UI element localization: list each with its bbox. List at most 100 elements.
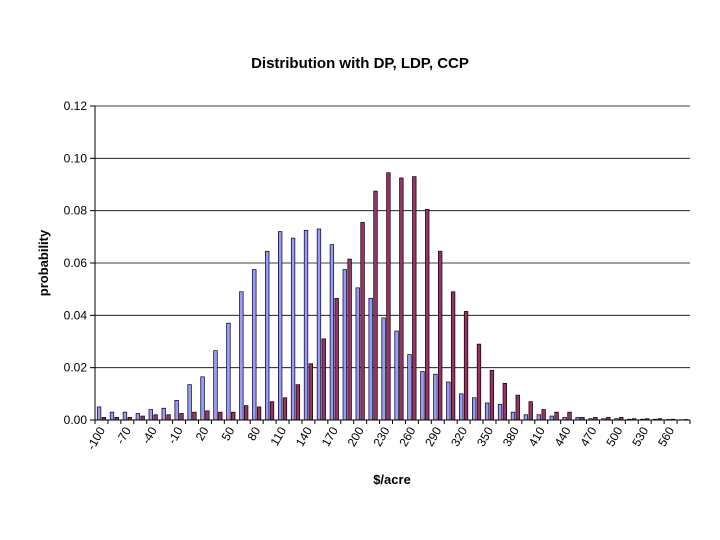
bar-s2--40 bbox=[153, 414, 158, 421]
bar-s1-80 bbox=[252, 269, 257, 421]
x-tick-label-140: 140 bbox=[293, 424, 315, 449]
x-tick-label-170: 170 bbox=[319, 424, 341, 449]
x-tick-label-260: 260 bbox=[396, 424, 418, 449]
x-tick-label--10: -10 bbox=[165, 424, 186, 446]
gridlines bbox=[90, 105, 690, 421]
bar-s1-410 bbox=[536, 414, 541, 421]
bars bbox=[96, 172, 689, 421]
x-tick-label-230: 230 bbox=[370, 424, 392, 449]
bar-s1--25 bbox=[161, 407, 166, 421]
bar-s2-95 bbox=[269, 401, 275, 421]
y-tick-label-0: 0.00 bbox=[64, 413, 88, 427]
x-tick-label-320: 320 bbox=[448, 424, 470, 449]
bar-s1-425 bbox=[549, 415, 554, 421]
bar-s1-5 bbox=[187, 384, 192, 421]
x-tick-label-20: 20 bbox=[193, 424, 212, 443]
bar-s2--55 bbox=[140, 415, 145, 421]
x-tick-label-380: 380 bbox=[500, 424, 522, 449]
bar-s1-290 bbox=[433, 373, 438, 421]
bar-s2-155 bbox=[321, 338, 326, 421]
bar-s1-110 bbox=[278, 231, 283, 421]
bar-s2-350 bbox=[489, 369, 495, 421]
bar-s1-335 bbox=[472, 397, 477, 421]
bar-s1-140 bbox=[303, 229, 309, 421]
bar-s1-275 bbox=[420, 371, 425, 421]
x-tick-label-200: 200 bbox=[345, 424, 367, 449]
bar-s2-245 bbox=[399, 177, 404, 421]
x-tick-labels: -100 -70 -40 -10 20 50 80 110 140 170 200 230 260 290… bbox=[84, 424, 677, 452]
bar-s2-410 bbox=[541, 409, 546, 421]
x-tick-label-500: 500 bbox=[603, 424, 625, 449]
bar-s1-395 bbox=[523, 414, 529, 421]
bar-s2-80 bbox=[256, 406, 262, 421]
x-tick-label--100: -100 bbox=[84, 424, 108, 452]
bar-s2-5 bbox=[192, 411, 197, 421]
bar-s1-200 bbox=[355, 287, 360, 421]
bar-s1--70 bbox=[122, 411, 128, 421]
bar-s2-365 bbox=[502, 383, 507, 421]
bar-s2-320 bbox=[463, 311, 469, 421]
y-tick-label-2: 0.04 bbox=[64, 308, 88, 322]
bar-s2-50 bbox=[231, 411, 236, 421]
bar-s2-215 bbox=[373, 190, 378, 421]
x-tick-label-530: 530 bbox=[629, 424, 651, 449]
bar-s2-440 bbox=[567, 411, 572, 421]
y-tick-label-4: 0.08 bbox=[64, 204, 88, 218]
bar-s1-35 bbox=[213, 350, 218, 421]
bar-s1-185 bbox=[342, 269, 347, 421]
bar-s2-230 bbox=[386, 172, 391, 421]
bar-s2-110 bbox=[282, 397, 288, 421]
bar-s1-350 bbox=[484, 402, 490, 421]
x-tick-label-110: 110 bbox=[267, 424, 289, 448]
x-tick-label-50: 50 bbox=[219, 424, 238, 443]
axes bbox=[94, 106, 691, 424]
bar-s1--100 bbox=[96, 406, 102, 421]
bar-s2-170 bbox=[334, 297, 339, 421]
bar-s2-140 bbox=[308, 363, 313, 421]
bar-s2-260 bbox=[412, 176, 417, 421]
bar-s1-320 bbox=[459, 393, 464, 421]
bar-s1-305 bbox=[446, 381, 451, 421]
y-tick-label-1: 0.02 bbox=[64, 361, 88, 375]
bar-s2-425 bbox=[554, 411, 559, 421]
y-axis-label: probability bbox=[36, 229, 51, 296]
x-tick-label--70: -70 bbox=[113, 424, 134, 446]
bar-s2-125 bbox=[295, 384, 301, 421]
x-axis-label: $/acre bbox=[373, 472, 411, 487]
bar-s1-365 bbox=[497, 403, 503, 421]
bar-s1--10 bbox=[174, 400, 179, 421]
y-tick-label-6: 0.12 bbox=[64, 99, 88, 113]
bar-s1-380 bbox=[510, 411, 516, 421]
bar-s1--40 bbox=[148, 409, 153, 421]
x-tick-label-560: 560 bbox=[655, 424, 677, 449]
bar-s2-290 bbox=[438, 250, 443, 421]
bar-s1-155 bbox=[316, 228, 322, 421]
bar-s2-380 bbox=[515, 394, 520, 421]
bar-s2-305 bbox=[450, 291, 456, 421]
bar-s1-260 bbox=[407, 354, 412, 421]
x-tick-label-290: 290 bbox=[422, 424, 444, 449]
bar-s2-335 bbox=[476, 343, 482, 421]
bar-s2-35 bbox=[218, 411, 223, 421]
x-tick-label-440: 440 bbox=[552, 424, 574, 449]
bar-s2-200 bbox=[360, 222, 365, 421]
bar-s1-20 bbox=[200, 376, 205, 421]
chart-title: Distribution with DP, LDP, CCP bbox=[251, 55, 469, 72]
x-tick-label-350: 350 bbox=[474, 424, 496, 449]
bar-s1-65 bbox=[239, 291, 244, 421]
bar-s2-395 bbox=[528, 401, 533, 421]
bar-s2--10 bbox=[179, 413, 184, 421]
bar-s1-230 bbox=[381, 317, 386, 421]
bar-s2-275 bbox=[425, 209, 430, 421]
bar-s2-185 bbox=[347, 258, 352, 421]
bar-s1--55 bbox=[135, 413, 141, 421]
bar-s2-20 bbox=[205, 410, 210, 421]
bar-s1-95 bbox=[265, 250, 270, 421]
y-tick-label-3: 0.06 bbox=[64, 256, 88, 270]
y-tick-labels: 0.00 0.02 0.04 0.06 0.08 0.10 0.12 bbox=[64, 99, 88, 427]
bar-s1-245 bbox=[394, 330, 399, 421]
bar-s1-170 bbox=[329, 244, 335, 421]
bar-s1-125 bbox=[290, 237, 296, 421]
bar-s1-50 bbox=[226, 322, 231, 421]
